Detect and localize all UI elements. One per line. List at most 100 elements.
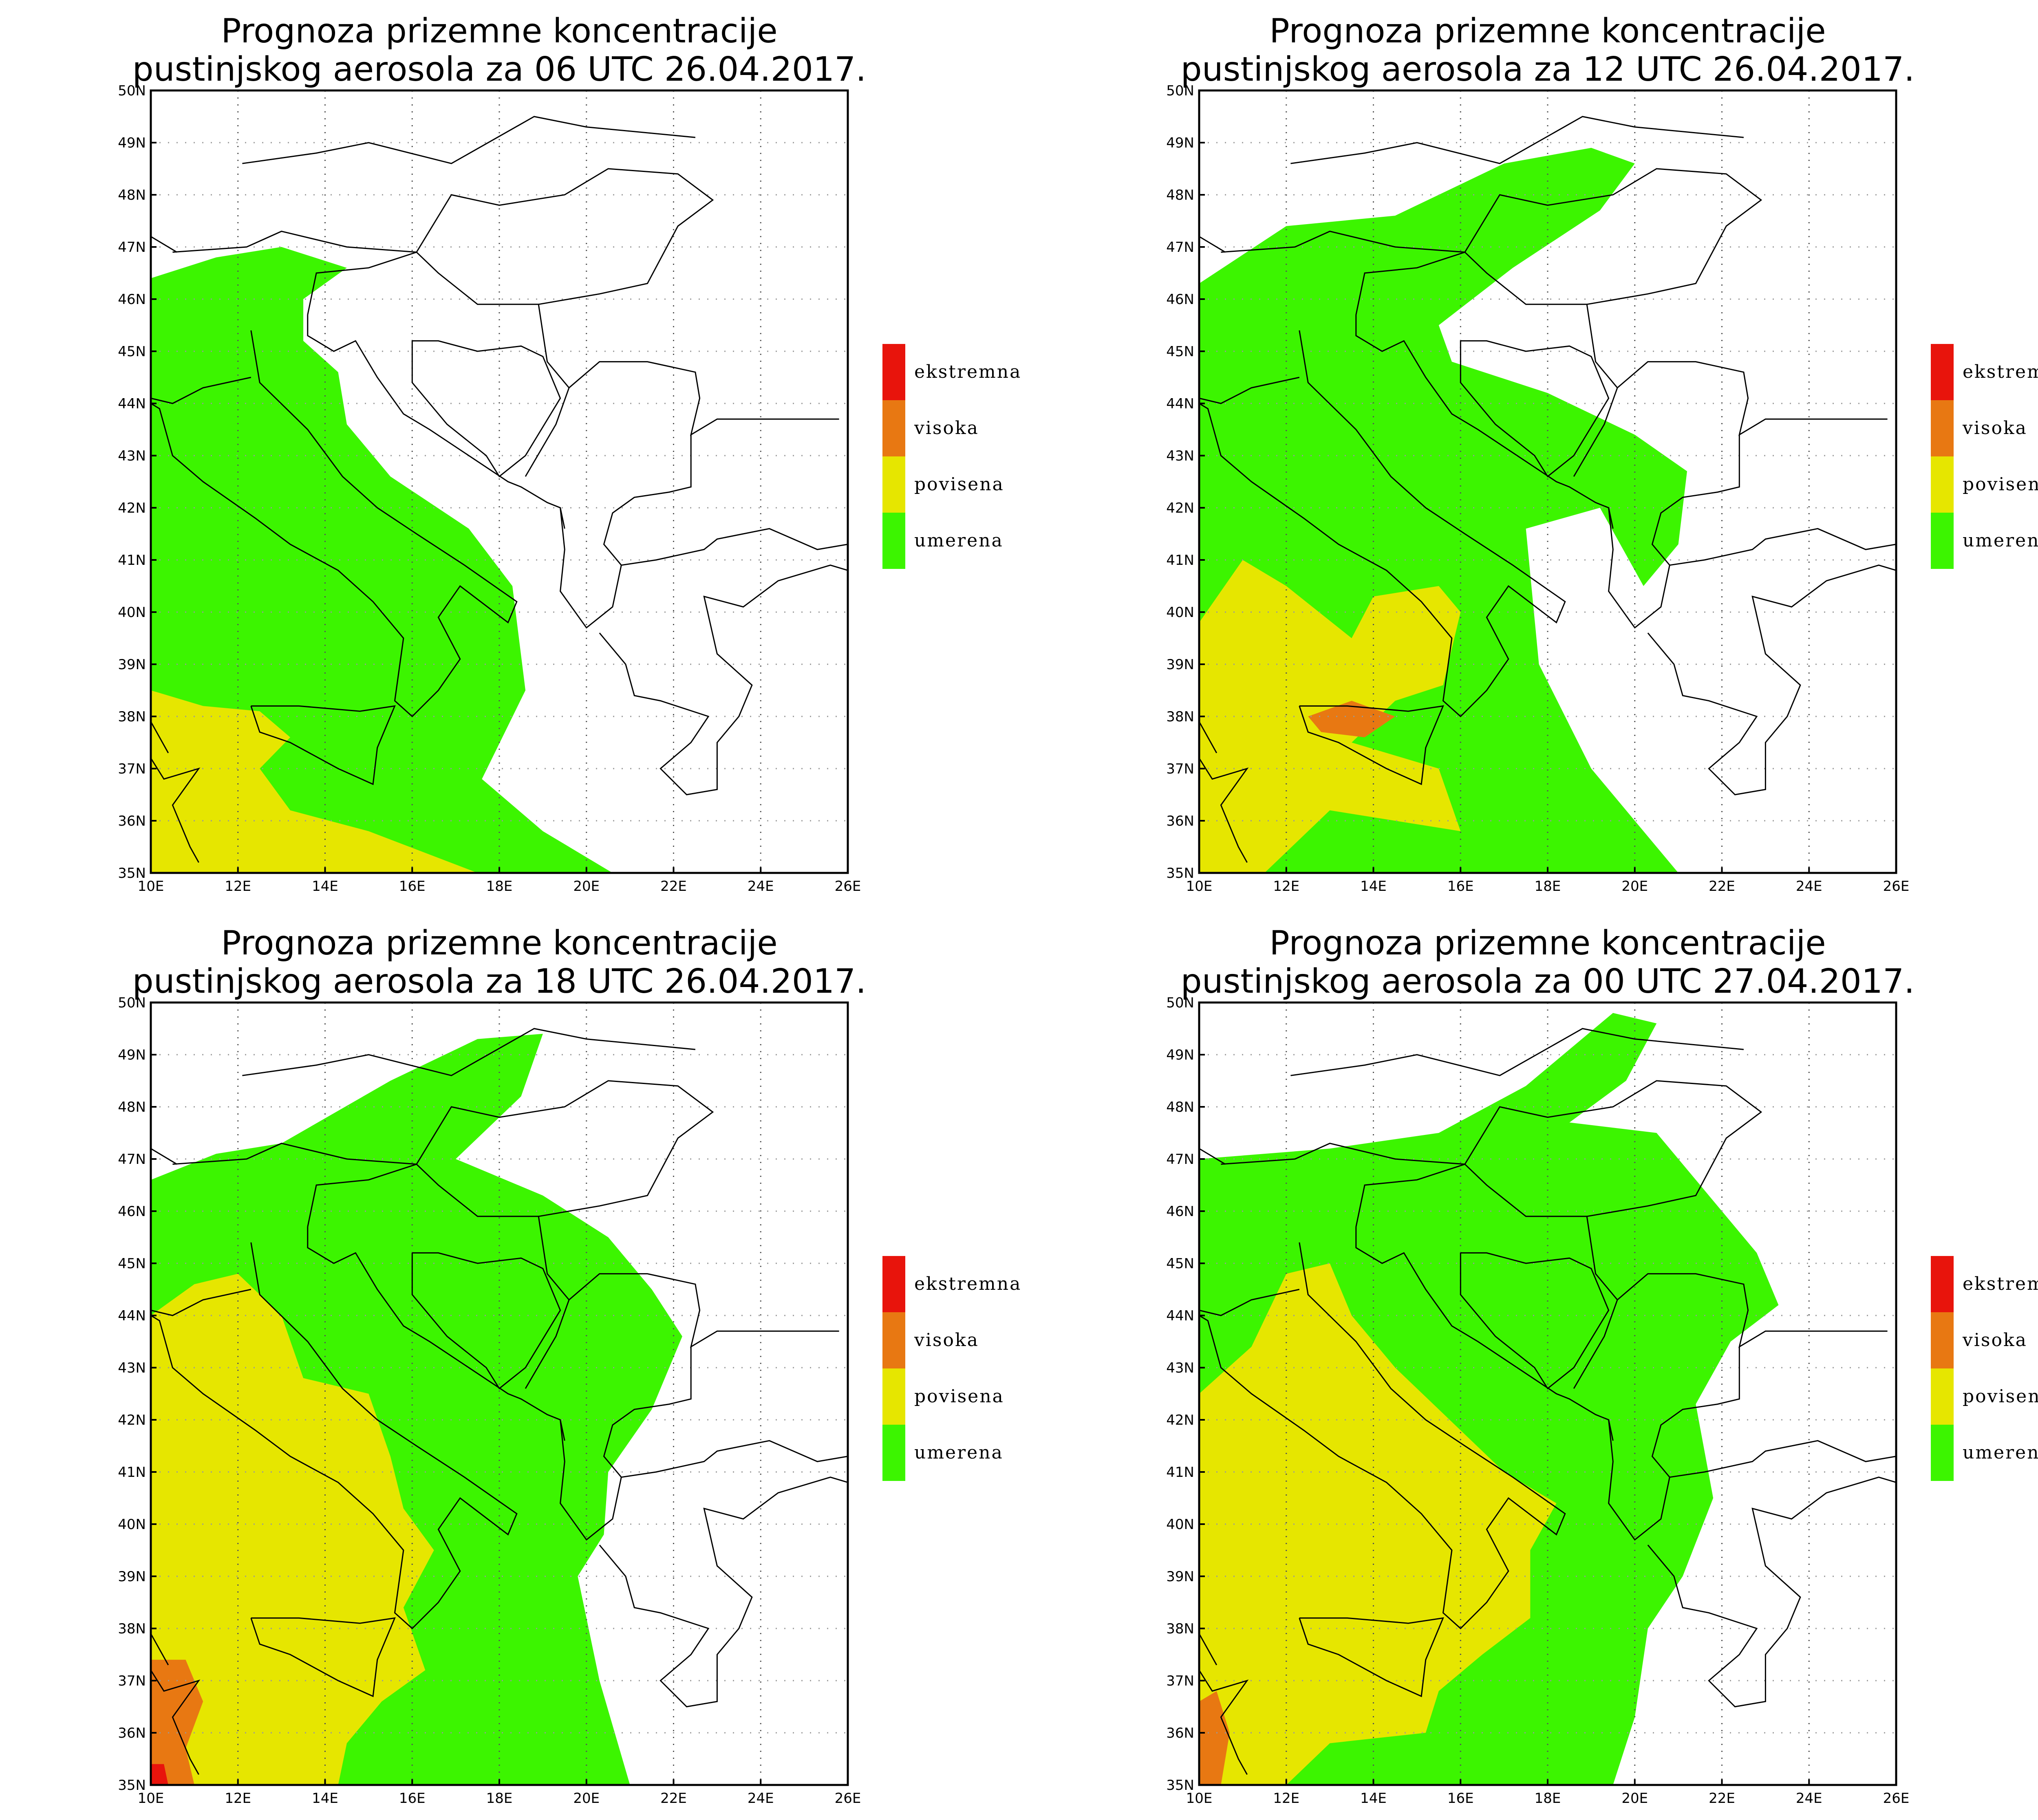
border-line: [1199, 236, 1226, 253]
lon-tick-label: 18E: [1535, 1790, 1561, 1807]
lat-tick-label: 37N: [1166, 1673, 1194, 1689]
lat-tick-label: 40N: [1166, 604, 1194, 621]
legend-label-ekstremna: ekstremna: [914, 361, 1021, 382]
lat-tick-label: 38N: [1166, 709, 1194, 725]
lat-tick-label: 38N: [118, 709, 146, 725]
border-line: [1199, 1242, 1566, 1630]
legend-label-umerena: umerena: [914, 530, 1004, 551]
border-line: [1199, 721, 1218, 754]
border-line: [250, 1617, 396, 1697]
lat-tick-label: 48N: [1166, 187, 1194, 203]
lat-tick-label: 41N: [118, 552, 146, 568]
border-line: [1608, 507, 1670, 629]
legend-label-povisena: povisena: [1963, 474, 2038, 495]
border-line: [569, 361, 839, 436]
lat-tick-label: 47N: [1166, 1151, 1194, 1168]
border-line: [599, 1476, 848, 1708]
legend-swatch-ekstremna: [882, 1256, 905, 1312]
lat-tick-label: 41N: [118, 1464, 146, 1481]
forecast-panel-4: Prognoza prizemne koncentracijepustinjsk…: [1166, 924, 2038, 1807]
border-line: [172, 168, 714, 305]
lon-tick-label: 12E: [225, 878, 251, 895]
border-line: [307, 315, 565, 529]
concentration-area-visoka: [1199, 1691, 1230, 1785]
panel-title-line2: pustinjskog aerosola za 12 UTC 26.04.201…: [1181, 50, 1915, 89]
lon-tick-label: 14E: [312, 878, 338, 895]
lat-tick-label: 44N: [1166, 1308, 1194, 1324]
lat-tick-label: 36N: [118, 813, 146, 829]
legend-swatch-povisena: [882, 1368, 905, 1425]
lon-tick-label: 26E: [835, 878, 861, 895]
lat-tick-label: 50N: [118, 83, 146, 99]
lat-tick-label: 50N: [118, 995, 146, 1011]
legend-swatch-umerena: [882, 1425, 905, 1481]
border-line: [1608, 1419, 1670, 1541]
lat-tick-label: 46N: [1166, 291, 1194, 308]
concentration-area-ekstremna: [151, 1764, 168, 1785]
border-line: [242, 116, 696, 164]
lat-tick-label: 46N: [118, 291, 146, 308]
legend-label-visoka: visoka: [914, 1330, 979, 1351]
legend-swatch-umerena: [882, 513, 905, 569]
border-line: [151, 236, 177, 253]
forecast-panel-2: Prognoza prizemne koncentracijepustinjsk…: [1166, 12, 2038, 895]
lat-tick-label: 39N: [118, 1569, 146, 1585]
panel-title-line2: pustinjskog aerosola za 18 UTC 26.04.201…: [132, 962, 867, 1001]
border-line: [411, 340, 561, 478]
legend-label-ekstremna: ekstremna: [914, 1274, 1021, 1294]
lat-tick-label: 48N: [118, 1099, 146, 1115]
concentration-legend: ekstremna visoka povisena umerena: [882, 344, 1021, 569]
lon-tick-label: 16E: [399, 1790, 426, 1807]
panel-title-line1: Prognoza prizemne koncentracije: [221, 924, 777, 963]
lon-tick-label: 10E: [1186, 878, 1213, 895]
lat-tick-label: 46N: [118, 1203, 146, 1220]
lat-tick-label: 45N: [118, 344, 146, 360]
lon-tick-label: 12E: [1273, 878, 1299, 895]
lon-tick-label: 26E: [835, 1790, 861, 1807]
concentration-area-umerena: [151, 247, 613, 873]
legend-swatch-ekstremna: [1931, 1256, 1954, 1312]
border-line: [1460, 340, 1610, 478]
border-line: [1460, 1252, 1610, 1390]
lat-tick-label: 40N: [118, 604, 146, 621]
lat-tick-label: 37N: [118, 1673, 146, 1689]
lat-tick-label: 39N: [1166, 1569, 1194, 1585]
lat-tick-label: 43N: [118, 448, 146, 464]
lat-tick-label: 42N: [118, 1412, 146, 1428]
concentration-area-povisena: [151, 1274, 434, 1785]
lon-tick-label: 10E: [138, 1790, 164, 1807]
legend-label-visoka: visoka: [1962, 1330, 2027, 1351]
legend-swatch-ekstremna: [882, 344, 905, 400]
border-line: [1355, 1163, 1618, 1389]
lat-tick-label: 44N: [118, 1308, 146, 1324]
lon-tick-label: 20E: [1621, 878, 1648, 895]
lat-tick-label: 38N: [118, 1621, 146, 1637]
border-line: [151, 1633, 169, 1666]
border-line: [599, 564, 848, 795]
lat-tick-label: 39N: [1166, 657, 1194, 673]
legend-label-povisena: povisena: [914, 474, 1004, 495]
lat-tick-label: 35N: [118, 865, 146, 881]
border-line: [1199, 1289, 1300, 1316]
lat-tick-label: 39N: [118, 657, 146, 673]
border-line: [1221, 168, 1762, 305]
border-line: [1221, 1080, 1762, 1217]
legend-label-umerena: umerena: [1963, 1442, 2038, 1463]
concentration-area-povisena: [151, 690, 478, 873]
lon-tick-label: 10E: [138, 878, 164, 895]
border-line: [151, 1242, 518, 1630]
legend-label-povisena: povisena: [1963, 1386, 2038, 1407]
lat-tick-label: 50N: [1166, 995, 1194, 1011]
border-line: [569, 1273, 839, 1348]
border-line: [411, 1252, 561, 1390]
border-line: [1617, 361, 1888, 436]
lat-tick-label: 49N: [118, 1047, 146, 1063]
legend-label-povisena: povisena: [914, 1386, 1004, 1407]
border-line: [1199, 1148, 1226, 1165]
border-line: [151, 1148, 177, 1165]
legend-swatch-visoka: [1931, 1312, 1954, 1368]
lon-tick-label: 16E: [399, 878, 426, 895]
lon-tick-label: 12E: [225, 1790, 251, 1807]
lat-tick-label: 49N: [118, 135, 146, 151]
